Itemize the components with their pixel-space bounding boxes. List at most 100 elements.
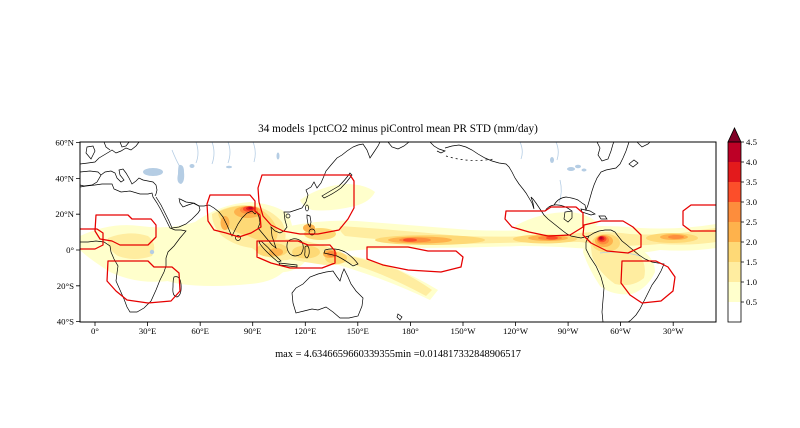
great-lakes [567, 167, 575, 171]
x-axis-labels: 0° 30°E 60°E 90°E 120°E 150°E 180° 150°W… [91, 326, 684, 336]
colorbar-segment [728, 162, 741, 182]
eurasia-south-coastline [179, 142, 381, 249]
region-southern-africa [106, 260, 181, 304]
x-tick-label: 120°E [294, 326, 316, 336]
x-tick-label: 60°W [610, 326, 631, 336]
colorbar-tick-label: 3.0 [746, 197, 758, 207]
region-northern-south-america [582, 220, 642, 254]
sri-lanka-coastline [235, 235, 241, 241]
colorbar-tick-label: 0.5 [746, 297, 758, 307]
australia-coastline [291, 268, 364, 319]
borneo-coastline [286, 238, 304, 257]
rivers [171, 142, 641, 257]
region-south-asia [206, 194, 262, 238]
uk-coastline [85, 145, 96, 160]
colorbar-over-arrow [727, 127, 742, 143]
alaska-coastline [429, 142, 446, 154]
new-guinea-coastline [323, 248, 359, 267]
caspian-sea [177, 164, 185, 184]
colorbar-tick-marks [741, 141, 744, 303]
lake-winnipeg [550, 157, 554, 163]
colorbar-tick-label: 3.5 [746, 177, 758, 187]
aleutians-coastline [445, 155, 495, 161]
greenland-coastline [636, 142, 651, 148]
x-tick-label: 180° [402, 326, 419, 336]
black-sea [143, 168, 163, 176]
colorbar-tick-labels: 4.5 4.0 3.5 3.0 2.5 2.0 1.5 1.0 0.5 [746, 137, 758, 307]
colorbar-segment [728, 242, 741, 262]
analysis-region-outlines [80, 174, 716, 304]
y-axis-labels: 60°N 40°N 20°N 0° 20°S 40°S [55, 138, 74, 327]
colorbar-tick-label: 4.0 [746, 157, 758, 167]
scandinavia-coastline [103, 142, 130, 151]
x-tick-label: 120°W [503, 326, 529, 336]
chart-title: 34 models 1pctCO2 minus piControl mean P… [258, 123, 538, 135]
y-axis-tick-marks [76, 142, 80, 322]
region-eastern-south-america [620, 260, 676, 304]
colorbar-segment [728, 222, 741, 242]
y-tick-label: 60°N [55, 138, 74, 148]
x-tick-label: 150°W [450, 326, 476, 336]
colorbar-tick-label: 4.5 [746, 137, 758, 147]
colorbar: 4.5 4.0 3.5 3.0 2.5 2.0 1.5 1.0 0.5 [727, 127, 758, 323]
colorbar-segment [728, 202, 741, 222]
gulf-atlantic-coastline [544, 142, 630, 223]
x-tick-label: 0° [91, 326, 99, 336]
y-tick-label: 20°S [57, 281, 74, 291]
new-zealand-coastline [396, 313, 403, 321]
x-tick-label: 90°W [558, 326, 579, 336]
chukotka-coastline [387, 142, 410, 150]
x-tick-label: 60°E [191, 326, 209, 336]
lake-baikal [276, 152, 280, 160]
lake-balkhash [226, 165, 232, 169]
arabia-coastline [155, 196, 201, 229]
africa-coastline [80, 183, 187, 313]
lake-victoria [149, 249, 155, 255]
colorbar-tick-label: 2.0 [746, 237, 758, 247]
y-tick-label: 0° [66, 245, 74, 255]
mindanao-coastline [308, 228, 316, 236]
great-lakes [581, 168, 587, 172]
philippines-coastline [306, 214, 312, 228]
colorbar-outline [727, 141, 742, 323]
hudson-bay-coastline [596, 142, 615, 162]
taiwan-coastline [305, 204, 309, 212]
great-lakes [575, 164, 581, 169]
colorbar-tick-label: 1.5 [746, 257, 758, 267]
colorbar-segment [728, 142, 741, 162]
stats-text: max = 4.6346659660339355min =0.014817332… [275, 349, 521, 360]
x-tick-label: 30°E [139, 326, 157, 336]
colorbar-segment [728, 262, 741, 282]
colorbar-segment [728, 182, 741, 202]
north-america-west-coastline [444, 144, 590, 239]
region-central-america-caribbean [504, 206, 584, 237]
colorbar-tick-label: 2.5 [746, 217, 758, 227]
newfoundland-coastline [628, 159, 639, 168]
japan-coastline [321, 172, 353, 199]
y-tick-label: 40°N [55, 173, 74, 183]
region-east-southeast-asia [257, 174, 355, 235]
map-frame [76, 141, 717, 326]
colorbar-under-segment [728, 302, 741, 322]
filled-contour-layers [80, 184, 716, 300]
colorbar-tick-label: 1.0 [746, 277, 758, 287]
region-west-africa-wrap [682, 204, 716, 232]
sulawesi-coastline [304, 245, 310, 259]
y-tick-label: 40°S [57, 317, 74, 327]
region-equatorial-west-pacific [366, 246, 464, 273]
sumatra-coastline [258, 240, 282, 263]
region-west-central-africa [94, 214, 157, 246]
lakes [143, 152, 587, 255]
hainan-coastline [285, 213, 291, 219]
y-tick-label: 20°N [55, 209, 74, 219]
java-coastline [278, 262, 298, 268]
x-tick-label: 150°E [347, 326, 369, 336]
aral-sea [189, 164, 195, 168]
europe-atlantic-coastline [80, 142, 140, 165]
colorbar-segment [728, 282, 741, 302]
hispaniola-coastline [598, 215, 608, 220]
south-america-coastline [585, 229, 665, 322]
coastlines [80, 142, 665, 322]
